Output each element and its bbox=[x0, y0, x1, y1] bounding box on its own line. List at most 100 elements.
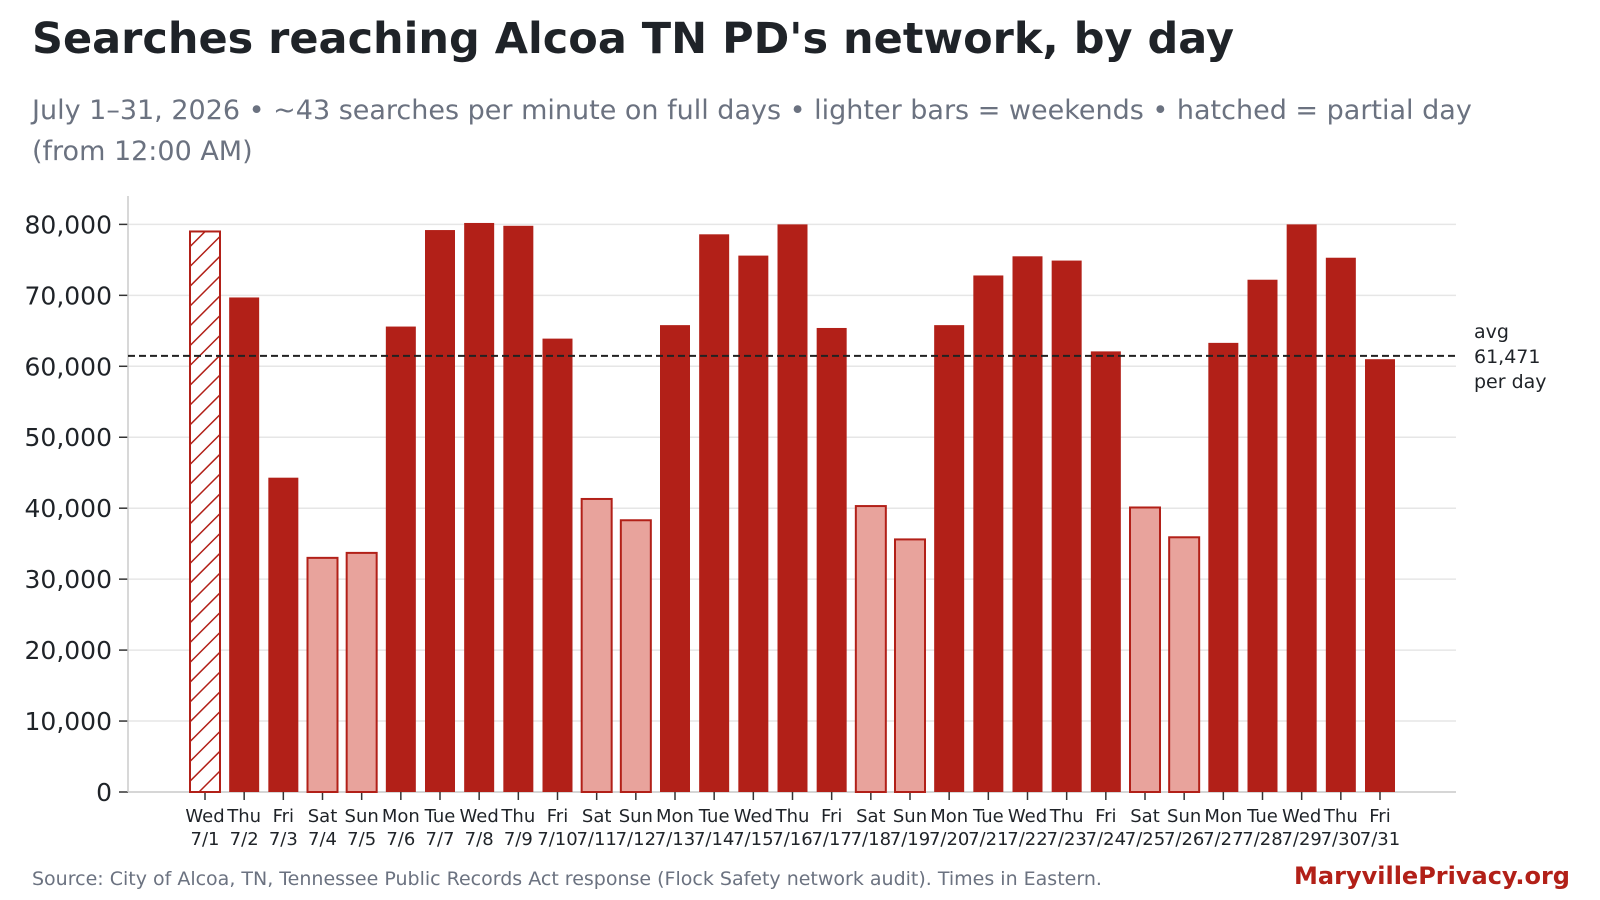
bar-7-3 bbox=[268, 477, 299, 792]
x-tick-date: 7/16 bbox=[772, 829, 812, 850]
y-tick-label: 0 bbox=[96, 778, 112, 807]
x-tick-day: Thu bbox=[1323, 806, 1358, 827]
x-tick-day: Tue bbox=[972, 806, 1004, 827]
chart-title: Searches reaching Alcoa TN PD's network,… bbox=[32, 14, 1235, 64]
x-tick-date: 7/14 bbox=[694, 829, 734, 850]
x-tick-day: Fri bbox=[1369, 806, 1390, 827]
x-tick-date: 7/5 bbox=[347, 829, 376, 850]
bar-7-11 bbox=[580, 497, 613, 793]
bar-7-4 bbox=[306, 556, 339, 793]
y-tick-label: 70,000 bbox=[25, 281, 112, 310]
bar-7-24 bbox=[1090, 351, 1121, 792]
x-tick-day: Sun bbox=[345, 806, 379, 827]
bar-7-7 bbox=[425, 230, 455, 793]
x-tick-date: 7/18 bbox=[851, 829, 891, 850]
x-tick-day: Fri bbox=[547, 806, 568, 827]
bar-7-6 bbox=[385, 326, 416, 792]
y-tick-label: 60,000 bbox=[25, 352, 112, 381]
x-tick-labels: Wed7/1Thu7/2Fri7/3Sat7/4Sun7/5Mon7/6Tue7… bbox=[185, 806, 1400, 850]
x-tick-day: Wed bbox=[185, 806, 224, 827]
y-tick-label: 40,000 bbox=[25, 494, 112, 523]
x-tick-day: Tue bbox=[424, 806, 456, 827]
bar-7-28 bbox=[1247, 279, 1278, 792]
x-tick-day: Sun bbox=[1167, 806, 1201, 827]
bar-7-10 bbox=[542, 338, 573, 792]
x-tick-day: Fri bbox=[1095, 806, 1116, 827]
bar-7-19 bbox=[894, 538, 926, 794]
x-tick-date: 7/30 bbox=[1321, 829, 1361, 850]
x-tick-day: Mon bbox=[1204, 806, 1242, 827]
y-tick-label: 10,000 bbox=[25, 707, 112, 736]
x-tick-day: Wed bbox=[1282, 806, 1321, 827]
x-tick-day: Wed bbox=[460, 806, 499, 827]
x-tick-date: 7/12 bbox=[616, 829, 656, 850]
brand-link[interactable]: MaryvillePrivacy.org bbox=[1294, 862, 1570, 890]
y-tick-label: 50,000 bbox=[25, 423, 112, 452]
x-tick-date: 7/31 bbox=[1360, 829, 1400, 850]
x-tick-day: Wed bbox=[1008, 806, 1047, 827]
x-tick-day: Sun bbox=[619, 806, 653, 827]
x-tick-day: Tue bbox=[1246, 806, 1278, 827]
x-tick-day: Fri bbox=[821, 806, 842, 827]
bar-7-8 bbox=[464, 222, 495, 792]
x-tick-day: Sun bbox=[893, 806, 927, 827]
x-tick-day: Mon bbox=[656, 806, 694, 827]
x-tick-date: 7/11 bbox=[576, 829, 616, 850]
x-tick-day: Thu bbox=[1049, 806, 1084, 827]
bar-7-25 bbox=[1129, 506, 1161, 793]
x-tick-date: 7/15 bbox=[733, 829, 773, 850]
x-tick-date: 7/7 bbox=[426, 829, 455, 850]
x-tick-day: Wed bbox=[734, 806, 773, 827]
x-tick-date: 7/4 bbox=[308, 829, 337, 850]
bar-7-22 bbox=[1012, 256, 1043, 792]
bar-7-30 bbox=[1325, 257, 1356, 792]
bar-7-5 bbox=[345, 551, 378, 794]
x-tick-date: 7/1 bbox=[191, 829, 220, 850]
x-tick-date: 7/20 bbox=[929, 829, 969, 850]
x-tick-day: Sat bbox=[582, 806, 612, 827]
bar-7-31 bbox=[1365, 359, 1395, 792]
bar-7-15 bbox=[738, 255, 769, 793]
bar-7-27 bbox=[1208, 342, 1239, 792]
x-tick-date: 7/17 bbox=[811, 829, 851, 850]
x-tick-date: 7/27 bbox=[1203, 829, 1243, 850]
bar-7-14 bbox=[699, 234, 730, 793]
x-tick-date: 7/23 bbox=[1046, 829, 1086, 850]
x-tick-date: 7/26 bbox=[1164, 829, 1204, 850]
y-tick-label: 20,000 bbox=[25, 636, 112, 665]
bar-7-29 bbox=[1286, 224, 1317, 792]
source-note: Source: City of Alcoa, TN, Tennessee Pub… bbox=[32, 868, 1102, 890]
x-tick-day: Thu bbox=[500, 806, 535, 827]
x-tick-day: Mon bbox=[382, 806, 420, 827]
x-tick-date: 7/28 bbox=[1242, 829, 1282, 850]
bar-7-17 bbox=[816, 327, 847, 792]
x-tick-date: 7/25 bbox=[1125, 829, 1165, 850]
x-tick-date: 7/9 bbox=[504, 829, 533, 850]
bar-7-23 bbox=[1051, 260, 1082, 793]
x-tick-date: 7/13 bbox=[655, 829, 695, 850]
x-tick-date: 7/22 bbox=[1007, 829, 1047, 850]
x-tick-date: 7/29 bbox=[1281, 829, 1321, 850]
x-tick-date: 7/19 bbox=[890, 829, 930, 850]
bar-7-20 bbox=[934, 325, 965, 792]
x-tick-day: Thu bbox=[226, 806, 261, 827]
axes: 0 10,000 20,000 30,000 40,000 50,000 60,000 70,… bbox=[25, 196, 1456, 807]
x-tick-date: 7/24 bbox=[1086, 829, 1126, 850]
x-tick-date: 7/2 bbox=[230, 829, 259, 850]
bar-7-12 bbox=[619, 519, 652, 793]
bar-7-18 bbox=[854, 505, 887, 793]
bars bbox=[189, 222, 1395, 794]
x-tick-date: 7/8 bbox=[465, 829, 494, 850]
x-tick-day: Sat bbox=[1130, 806, 1160, 827]
x-tick-day: Mon bbox=[930, 806, 968, 827]
average-label: avg bbox=[1474, 321, 1509, 343]
x-tick-date: 7/6 bbox=[386, 829, 415, 850]
bar-7-16 bbox=[777, 224, 808, 792]
x-tick-date: 7/10 bbox=[537, 829, 577, 850]
x-tick-day: Thu bbox=[775, 806, 810, 827]
bar-chart: 0 10,000 20,000 30,000 40,000 50,000 60,000 70,… bbox=[25, 196, 1547, 850]
average-line-group: avg 61,471 per day bbox=[128, 321, 1547, 393]
x-tick-date: 7/21 bbox=[968, 829, 1008, 850]
average-label: 61,471 bbox=[1474, 346, 1540, 368]
average-label: per day bbox=[1474, 371, 1547, 393]
